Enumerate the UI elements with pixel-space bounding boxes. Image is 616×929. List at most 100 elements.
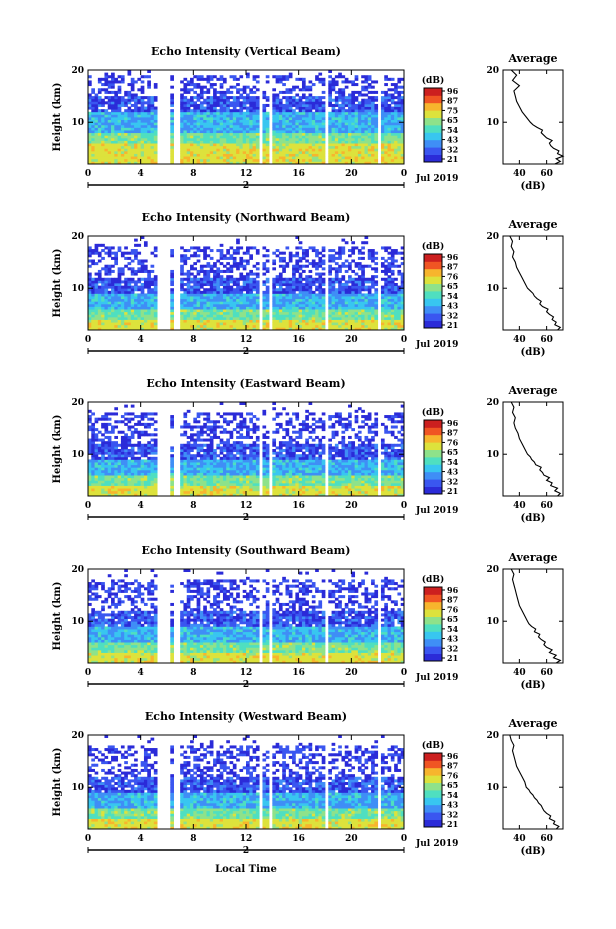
heatmap-cell	[321, 246, 326, 250]
heatmap-cell	[275, 111, 280, 115]
heatmap-cell	[94, 262, 99, 266]
heatmap-cell	[219, 280, 224, 284]
heatmap-cell	[203, 117, 207, 121]
heatmap-cell	[140, 150, 145, 154]
heatmap-cell	[328, 119, 332, 123]
heatmap-cell	[367, 264, 372, 268]
heatmap-cell	[272, 311, 277, 315]
heatmap-cell	[308, 111, 313, 115]
heatmap-cell	[341, 316, 346, 320]
heatmap-cell	[288, 119, 293, 123]
heatmap-cell	[216, 114, 221, 118]
heatmap-cell	[199, 264, 204, 268]
heatmap-cell	[183, 277, 188, 281]
heatmap-cell	[229, 75, 234, 79]
heatmap-cell	[357, 303, 362, 307]
heatmap-cell	[143, 150, 148, 154]
heatmap-cell	[275, 314, 280, 318]
heatmap-cell	[130, 143, 135, 147]
heatmap-cell	[255, 290, 260, 294]
heatmap-cell	[180, 280, 184, 284]
heatmap-cell	[101, 148, 105, 152]
heatmap-cell	[397, 301, 402, 305]
heatmap-cell	[140, 132, 145, 136]
heatmap-cell	[246, 319, 250, 323]
heatmap-cell	[318, 130, 323, 134]
heatmap-cell	[143, 311, 148, 315]
heatmap-cell	[390, 277, 395, 281]
heatmap-cell	[232, 277, 237, 281]
heatmap-cell	[278, 103, 283, 107]
heatmap-cell	[88, 441, 92, 445]
heatmap-cell	[193, 96, 198, 100]
heatmap-cell	[249, 122, 253, 126]
heatmap-cell	[301, 88, 306, 92]
heatmap-cell	[219, 254, 224, 258]
heatmap-cell	[387, 103, 392, 107]
heatmap-cell	[262, 130, 267, 134]
heatmap-cell	[351, 246, 356, 250]
heatmap-cell	[203, 246, 207, 250]
heatmap-cell	[298, 145, 303, 149]
heatmap-cell	[130, 277, 135, 281]
heatmap-cell	[226, 285, 230, 289]
heatmap-cell	[348, 103, 352, 107]
heatmap-cell	[216, 296, 221, 300]
heatmap-cell	[371, 140, 375, 144]
heatmap-cell	[334, 267, 339, 271]
heatmap-cell	[387, 280, 392, 284]
heatmap-cell	[226, 256, 230, 260]
heatmap-cell	[334, 314, 339, 318]
heatmap-cell	[331, 119, 336, 123]
heatmap-cell	[203, 249, 207, 253]
heatmap-cell	[183, 161, 188, 165]
heatmap-cell	[331, 88, 336, 92]
heatmap-cell	[219, 137, 224, 141]
heatmap-cell	[97, 293, 102, 297]
heatmap-cell	[400, 85, 405, 89]
heatmap-cell	[104, 306, 109, 310]
heatmap-cell	[196, 322, 201, 326]
heatmap-cell	[219, 290, 224, 294]
heatmap-cell	[91, 469, 95, 473]
heatmap-cell	[246, 311, 250, 315]
heatmap-cell	[394, 251, 398, 255]
heatmap-cell	[239, 111, 244, 115]
heatmap-cell	[216, 122, 221, 126]
heatmap-cell	[111, 124, 115, 128]
heatmap-cell	[120, 306, 125, 310]
heatmap-cell	[278, 135, 283, 139]
heatmap-cell	[229, 153, 234, 157]
heatmap-cell	[120, 296, 125, 300]
heatmap-cell	[361, 117, 365, 121]
heatmap-cell	[91, 449, 95, 453]
heatmap-cell	[153, 85, 158, 89]
heatmap-cell	[193, 103, 198, 107]
heatmap-cell	[140, 306, 145, 310]
heatmap-cell	[117, 140, 122, 144]
heatmap-cell	[367, 106, 372, 110]
heatmap-cell	[88, 161, 92, 165]
heatmap-cell	[193, 124, 198, 128]
heatmap-cell	[94, 150, 99, 154]
heatmap-cell	[193, 130, 198, 134]
heatmap-cell	[150, 106, 155, 110]
heatmap-cell	[124, 158, 128, 162]
heatmap-cell	[196, 122, 201, 126]
heatmap-cell	[206, 275, 211, 279]
heatmap-cell	[367, 122, 372, 126]
heatmap-cell	[101, 493, 105, 497]
heatmap-cell	[88, 309, 92, 313]
heatmap-cell	[134, 285, 138, 289]
heatmap-cell	[91, 150, 95, 154]
heatmap-cell	[193, 311, 198, 315]
heatmap-cell	[380, 262, 385, 266]
heatmap-cell	[114, 106, 119, 110]
heatmap-cell	[364, 303, 369, 307]
heatmap-cell	[321, 101, 326, 105]
heatmap-cell	[282, 114, 286, 118]
heatmap-cell	[278, 324, 283, 328]
heatmap-cell	[117, 301, 122, 305]
heatmap-cell	[104, 75, 109, 79]
heatmap	[88, 402, 405, 497]
